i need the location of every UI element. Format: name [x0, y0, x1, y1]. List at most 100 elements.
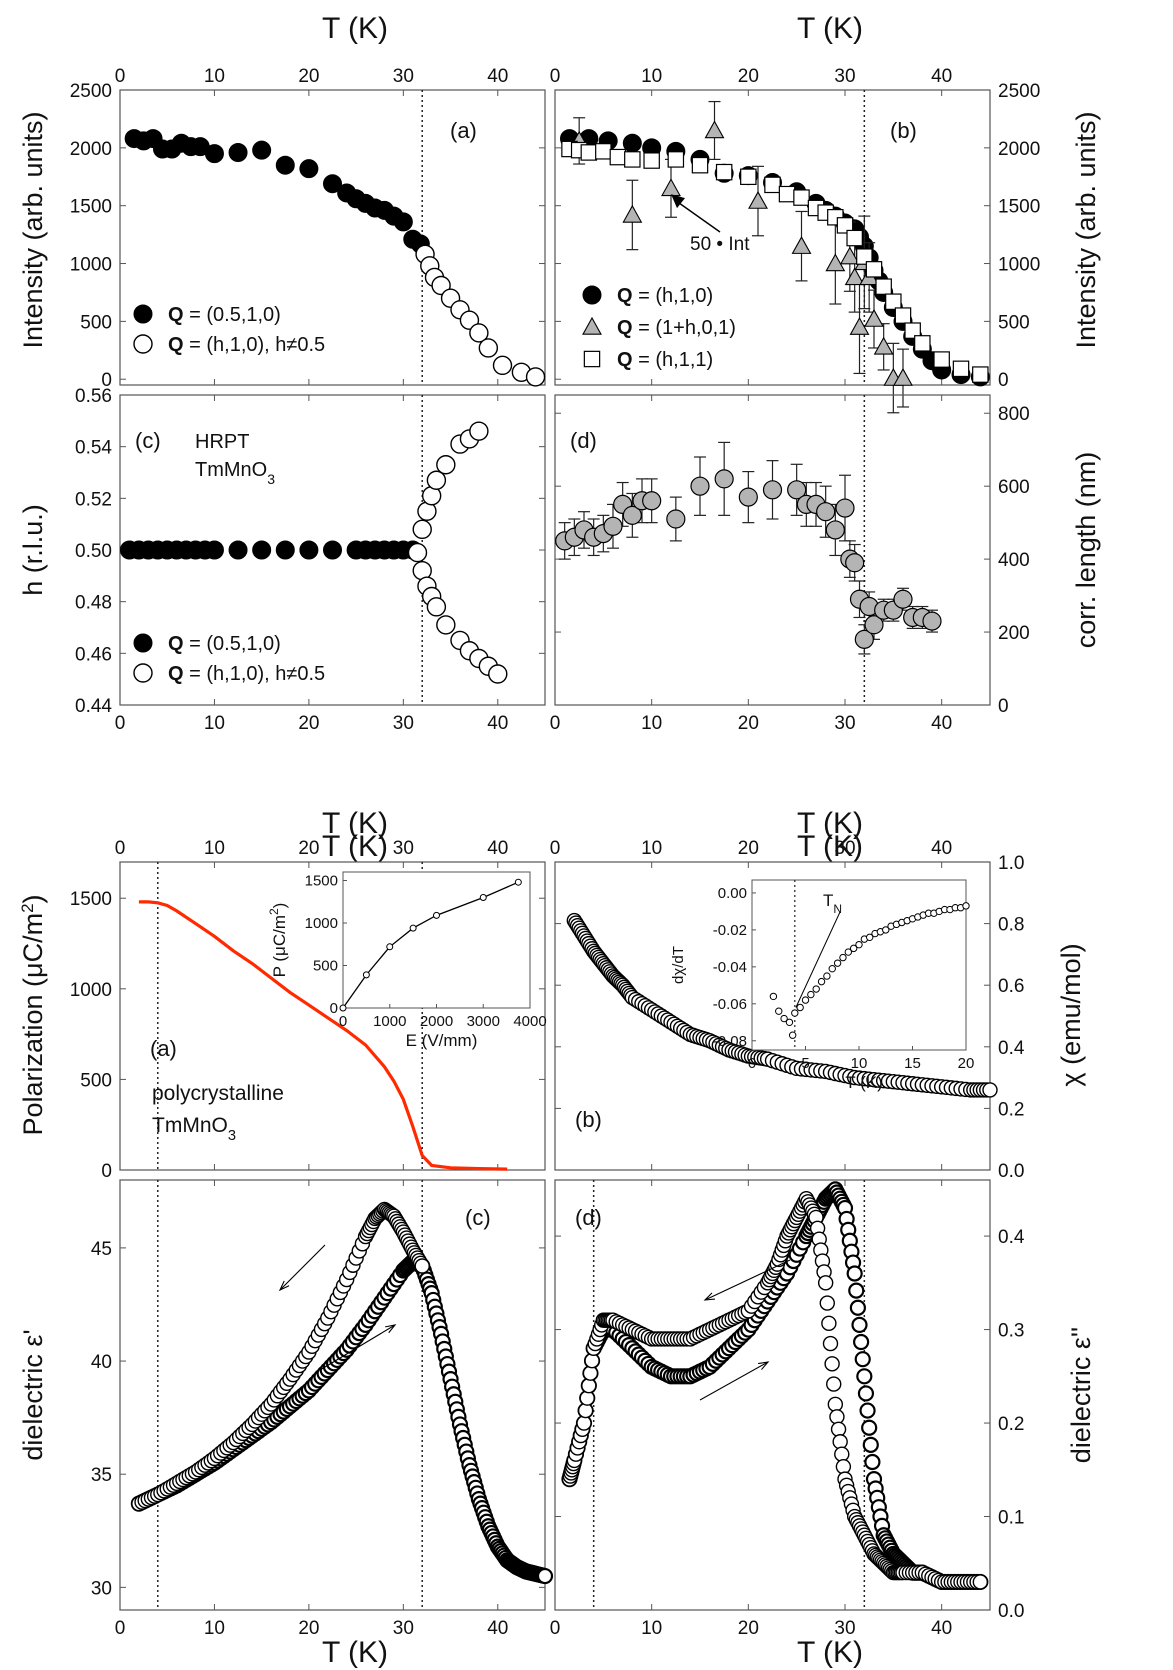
- data-point: [275, 540, 295, 560]
- data-point: [622, 204, 643, 223]
- data-point: [603, 516, 623, 536]
- data-point: [624, 151, 641, 168]
- y-tick-label: 1000: [70, 980, 112, 1001]
- y-axis-label: dielectric ε': [18, 1329, 48, 1460]
- data-point: [836, 217, 854, 234]
- panel-label: (d): [570, 428, 597, 453]
- lower-left-top-axis-title: T (K): [322, 830, 388, 863]
- panel-label: (c): [135, 428, 161, 453]
- chart-lower-d: 0 10 20 30 40 0.0 0.1 0.2 0.3 0.4 (d) dielectric ε'…: [550, 1179, 1096, 1639]
- data-point: [845, 553, 865, 573]
- data-point: [856, 248, 873, 265]
- plot-frame: [554, 89, 991, 386]
- x-tick-label: 20: [298, 838, 319, 859]
- data-point: [817, 1275, 834, 1291]
- sweep-arrowhead: [703, 1292, 716, 1301]
- data-point: [862, 1436, 879, 1453]
- inset-y-tick-label: 500: [313, 958, 338, 975]
- data-point: [579, 1390, 595, 1406]
- inset-y-tick-label: -0.08: [713, 1033, 747, 1050]
- data-point: [854, 629, 874, 649]
- panel-label: (a): [450, 118, 477, 143]
- data-point: [622, 505, 642, 525]
- tn-pointer: [795, 911, 841, 1008]
- data-point: [819, 1295, 835, 1311]
- inset-x-tick-label: 4000: [513, 1013, 546, 1030]
- data-point: [577, 1402, 594, 1419]
- sweep-arrowhead: [758, 1361, 770, 1370]
- data-point: [851, 1316, 868, 1333]
- annotation-arrowhead: [671, 194, 685, 209]
- inset-point: [801, 996, 810, 1004]
- inset-x-tick-label: 0: [748, 1055, 756, 1072]
- x-tick-label: 20: [298, 713, 319, 734]
- y-tick-label: 40: [91, 1352, 112, 1373]
- data-point: [952, 360, 970, 378]
- x-tick-label: 30: [393, 66, 414, 87]
- upper-left-top-axis-title: T (K): [322, 12, 388, 45]
- y-axis-label: Intensity (arb. units): [1071, 111, 1101, 348]
- x-tick-label: 20: [738, 838, 759, 859]
- y-tick-label: 0.2: [998, 1099, 1024, 1120]
- data-point: [426, 597, 447, 617]
- x-tick-label: 0: [115, 1618, 126, 1639]
- inset-point: [866, 933, 874, 941]
- inset-point: [839, 953, 847, 962]
- y-tick-label: 1500: [70, 889, 112, 910]
- y-tick-label: 0.8: [998, 915, 1024, 936]
- data-point: [204, 144, 224, 164]
- inset-point: [409, 924, 417, 932]
- data-point: [436, 615, 456, 635]
- y-axis-label: corr. length (nm): [1071, 452, 1101, 649]
- y-tick-label: 0.3: [998, 1321, 1024, 1342]
- data-point: [787, 480, 807, 500]
- y-tick-label: 2500: [998, 81, 1040, 102]
- y-tick-label: 0.52: [75, 489, 112, 510]
- x-tick-label: 10: [204, 1618, 225, 1639]
- data-point: [228, 540, 248, 560]
- data-point: [704, 120, 725, 139]
- inset-x-tick-label: 0: [339, 1013, 347, 1030]
- inset-point: [780, 1014, 788, 1023]
- inset-point: [823, 972, 831, 980]
- y-tick-label: 0.54: [75, 438, 112, 459]
- data-point: [793, 189, 810, 206]
- x-tick-label: 30: [393, 838, 414, 859]
- sample-formula: TmMnO3: [195, 459, 275, 487]
- x-tick-label: 0: [550, 66, 561, 87]
- y-tick-label: 0.2: [998, 1414, 1024, 1435]
- legend-marker: [133, 633, 153, 653]
- inset-x-tick-label: 20: [958, 1055, 975, 1072]
- data-point: [252, 140, 272, 160]
- x-tick-label: 20: [298, 1618, 319, 1639]
- legend-label: Q = (h,1,0), h≠0.5: [168, 663, 325, 685]
- inset-point: [339, 1004, 347, 1012]
- chart-lower-c: 0 10 20 30 40 30 35 40 45 (c) dielectric ε': [18, 1179, 554, 1639]
- data-point: [982, 1082, 998, 1098]
- y-tick-label: 500: [80, 312, 112, 333]
- data-point: [856, 1368, 873, 1385]
- x-tick-label: 0: [550, 1618, 561, 1639]
- sweep-arrow: [699, 1361, 769, 1401]
- data-point: [469, 323, 489, 343]
- data-point: [764, 176, 781, 194]
- y-tick-label: 800: [998, 404, 1030, 425]
- data-point: [642, 491, 662, 511]
- inset-x-tick-label: 1000: [373, 1013, 406, 1030]
- data-point: [740, 168, 757, 186]
- inset-chart: 0 5 10 15 20 0.00 -0.02 -0.04 -0.06 -0.08 T (K) dχ/…: [670, 879, 975, 1092]
- data-point: [436, 455, 456, 475]
- legend-label: Q = (h,1,0): [617, 285, 713, 307]
- y-tick-label: 0.1: [998, 1508, 1024, 1529]
- data-point: [846, 1265, 863, 1282]
- x-tick-label: 30: [393, 1618, 414, 1639]
- data-point: [893, 589, 913, 609]
- inset-point: [833, 959, 842, 967]
- data-point: [827, 1396, 844, 1413]
- data-point: [853, 1333, 870, 1351]
- data-point: [778, 185, 796, 203]
- inset-chart: 0 1000 2000 3000 4000 0 500 1000 1500 E (V/mm) P (…: [267, 871, 547, 1050]
- x-tick-label: 0: [550, 713, 561, 734]
- legend-marker: [582, 285, 602, 305]
- x-tick-label: 20: [738, 66, 759, 87]
